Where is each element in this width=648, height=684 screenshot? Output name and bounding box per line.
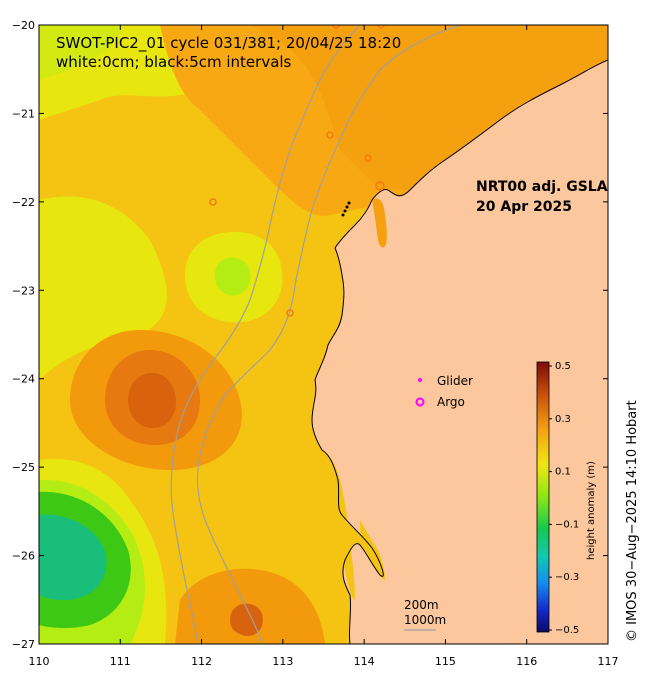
ssh-field-lime-nw (39, 25, 120, 80)
colorbar-tick-label: −0.3 (555, 572, 579, 583)
colorbar-tick-label: 0.5 (555, 361, 571, 372)
map-title-line2: white:0cm; black:5cm intervals (56, 53, 292, 71)
bathy-200m (196, 25, 461, 644)
shark-bay (325, 455, 355, 600)
argo-floats (209, 25, 385, 317)
x-tick-label: 112 (191, 655, 212, 668)
shark-bay-east (360, 520, 385, 580)
colorbar-gradient (536, 361, 550, 633)
colorbar-tick-label: 0.1 (555, 467, 571, 478)
bathy-1000m (170, 25, 361, 644)
exmouth-gulf (372, 198, 387, 248)
colorbar-ticks: 0.5 0.3 0.1 −0.1 −0.3 −0.5 (549, 361, 579, 636)
colorbar-tick-label: 0.3 (555, 414, 571, 425)
y-tick-label: −21 (12, 107, 35, 120)
depth-label-200m: 200m (404, 598, 439, 612)
colorbar-title: height anomaly (m) (586, 461, 597, 560)
product-label-line1: NRT00 adj. GSLA (476, 179, 608, 195)
x-tick-label: 111 (110, 655, 131, 668)
colorbar-tick-label: −0.1 (555, 519, 579, 530)
y-tick-label: −20 (12, 19, 35, 32)
colorbar-tick-label: −0.5 (555, 625, 579, 636)
glider-legend-label: Glider (437, 374, 473, 388)
product-label-line2: 20 Apr 2025 (476, 199, 572, 215)
x-axis: 110 111 112 113 114 115 116 117 (29, 25, 619, 668)
ssh-field-se-peak (230, 603, 263, 636)
x-tick-label: 113 (272, 655, 293, 668)
legend: Glider Argo (415, 374, 473, 409)
y-tick-label: −23 (12, 284, 35, 297)
ssh-field-lime-core (215, 257, 251, 296)
x-tick-label: 115 (435, 655, 456, 668)
y-tick-label: −24 (12, 373, 35, 386)
y-tick-label: −27 (12, 638, 35, 651)
ssh-field-central-core (128, 373, 176, 428)
colorbar: 0.5 0.3 0.1 −0.1 −0.3 −0.5 height anomaly (m) (536, 361, 597, 636)
glider-marker-icon (418, 378, 422, 382)
map-title-line1: SWOT-PIC2_01 cycle 031/381; 20/04/25 18:… (56, 34, 401, 53)
copyright-notice: © IMOS 30−Aug−2025 14:10 Hobart (625, 400, 640, 642)
y-tick-label: −25 (12, 461, 35, 474)
plot-area (39, 25, 608, 644)
y-tick-label: −22 (12, 196, 35, 209)
x-tick-label: 114 (354, 655, 375, 668)
y-axis: −20 −21 −22 −23 −24 −25 −26 −27 (12, 19, 608, 651)
argo-marker-icon (415, 397, 425, 407)
y-tick-label: −26 (12, 550, 35, 563)
x-tick-label: 117 (598, 655, 619, 668)
x-tick-label: 110 (29, 655, 50, 668)
depth-label-1000m: 1000m (404, 613, 446, 627)
land (312, 25, 608, 644)
plot-frame (38, 24, 609, 645)
argo-legend-label: Argo (437, 395, 465, 409)
x-tick-label: 116 (516, 655, 537, 668)
coastline (311, 59, 608, 644)
ssh-field-teal-sw (39, 514, 107, 600)
glider-track (341, 201, 351, 217)
